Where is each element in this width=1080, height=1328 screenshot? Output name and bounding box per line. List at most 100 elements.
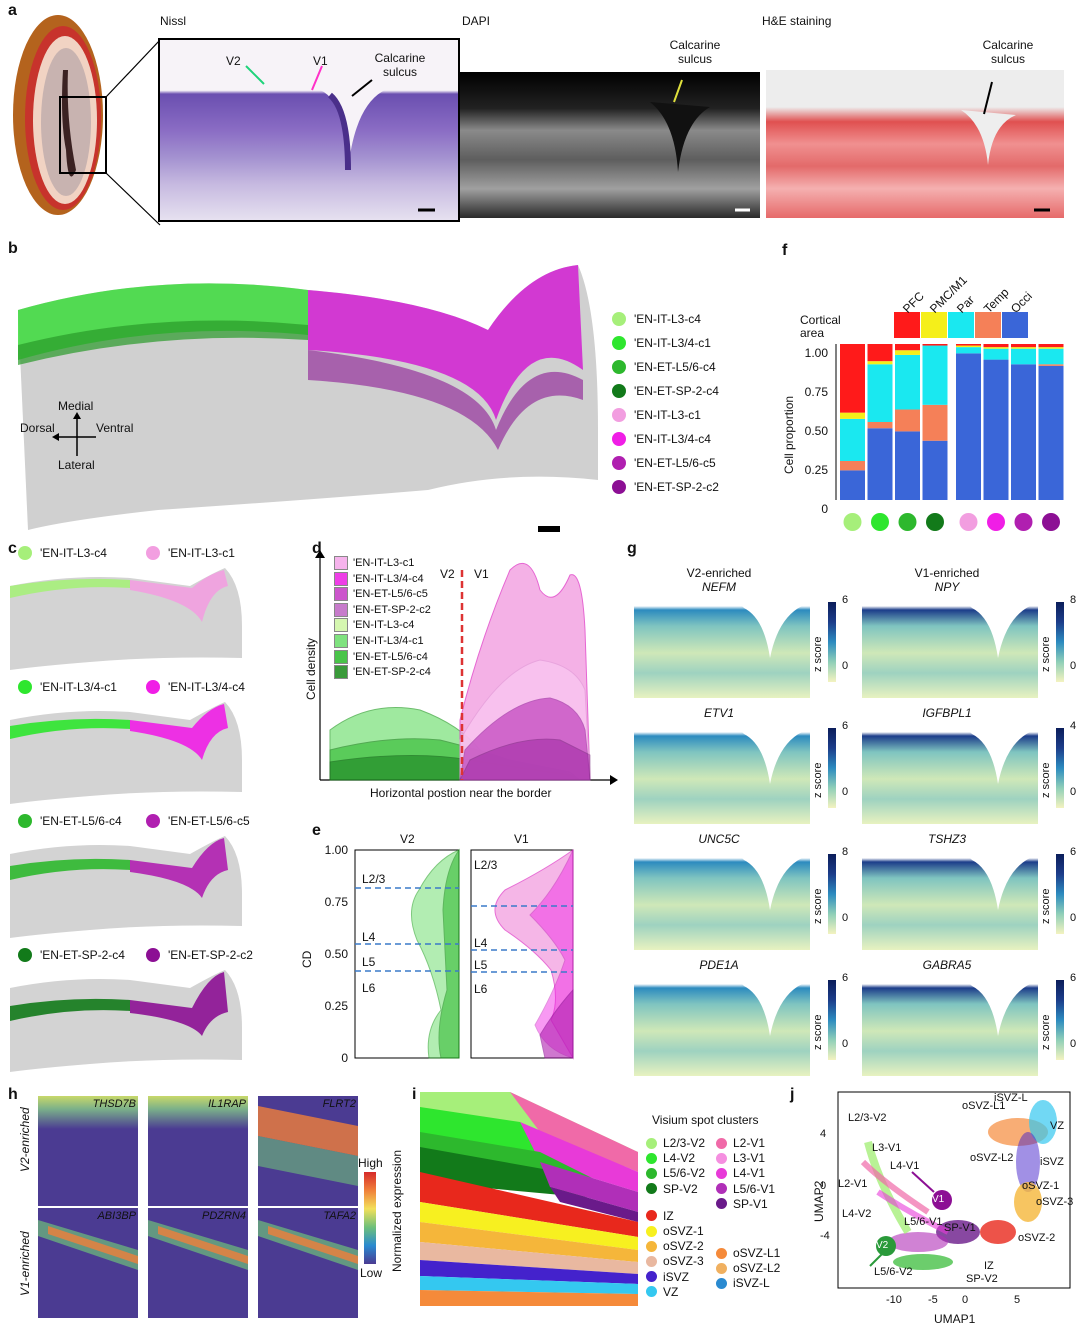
category-marker — [926, 513, 944, 531]
bar-segment — [922, 440, 948, 500]
bar-segment — [840, 344, 865, 413]
umap-cluster-label: IZ — [984, 1260, 994, 1272]
legend-d-swatch — [334, 649, 348, 664]
d-ylabel: Cell density — [304, 637, 318, 700]
f-area-swatch — [1002, 312, 1028, 338]
he-sulcus-line1: Calcarine — [982, 38, 1034, 52]
c-left-text: 'EN-ET-SP-2-c4 — [40, 948, 125, 962]
h-gene-name: PDZRN4 — [201, 1210, 246, 1222]
legend-b-item: 'EN-IT-L3/4-c1 — [612, 336, 711, 350]
bar-segment — [867, 422, 893, 429]
legend-d-swatch — [334, 602, 348, 617]
f-area-swatch — [975, 312, 1001, 338]
umap-cluster-label: L3-V1 — [872, 1142, 902, 1154]
umap-xlabel: UMAP1 — [934, 1312, 976, 1326]
umap-cluster-label: oSVZ-L1 — [962, 1100, 1006, 1112]
legend-i-left-item: L4-V2 — [646, 1151, 695, 1165]
legend-d-swatch — [334, 634, 348, 648]
h-expression-tile — [258, 1096, 358, 1206]
legend-i-swatch — [716, 1152, 727, 1164]
legend-d-item: 'EN-IT-L3/4-c4 — [334, 571, 424, 586]
legend-i-right-item: L3-V1 — [716, 1151, 765, 1165]
legend-d-label: 'EN-ET-SP-2-c2 — [353, 603, 431, 616]
legend-d-label: 'EN-IT-L3-c1 — [353, 557, 415, 569]
h-hotband — [258, 1106, 358, 1186]
f-ytick: 1.00 — [804, 346, 828, 360]
umap-cluster-label: iSVZ-L — [994, 1092, 1028, 1104]
f-ylabel: Cell proportion — [782, 395, 796, 474]
nissl-arrows — [245, 65, 373, 97]
legend-b-swatch — [612, 456, 626, 470]
legend-i-label: oSVZ-1 — [663, 1224, 704, 1238]
legend-i-label: iSVZ — [663, 1269, 690, 1284]
legend-i-swatch — [646, 1183, 657, 1195]
category-marker — [843, 513, 862, 531]
dapi-title: DAPI — [462, 14, 491, 28]
legend-i-right-item: oSVZ-L2 — [716, 1261, 780, 1275]
c-right-swatch — [146, 948, 160, 962]
umap-ytick: 0 — [820, 1180, 827, 1192]
legend-b-item: 'EN-ET-SP-2-c2 — [612, 480, 719, 494]
f-area-swatch — [921, 312, 947, 338]
legend-b-item: 'EN-IT-L3-c4 — [612, 312, 701, 326]
legend-i-label: SP-V1 — [733, 1196, 768, 1211]
c-right-swatch — [146, 814, 160, 828]
legend-d-item: 'EN-IT-L3-c4 — [334, 618, 414, 633]
f-ytick: 0.75 — [804, 385, 828, 399]
legend-i-swatch — [646, 1137, 657, 1149]
umap-ylabel: UMAP2 — [812, 1180, 826, 1222]
h-expression-tile — [148, 1208, 248, 1318]
umap-cluster-label: oSVZ-2 — [1018, 1232, 1056, 1244]
g-heatmap-tile — [634, 850, 810, 950]
d-v1-label: V1 — [474, 567, 489, 581]
c-left-text: 'EN-IT-L3-c4 — [40, 546, 107, 560]
g-cbar-min: 0 — [1070, 1038, 1077, 1050]
legend-i-right-item: iSVZ-L — [716, 1276, 770, 1290]
he-sulcus-label: Calcarine sulcus — [965, 38, 1051, 66]
bar-segment — [956, 344, 981, 346]
legend-d-item: 'EN-ET-SP-2-c4 — [334, 665, 431, 680]
g-colorbar — [1056, 728, 1064, 808]
g-tile-overlay — [734, 976, 810, 1036]
legend-i-swatch — [716, 1277, 727, 1289]
legend-i-right-item: L2-V1 — [716, 1136, 765, 1150]
e-v1-l5: L5 — [474, 958, 488, 972]
dapi-sulcus-line2: sulcus — [677, 52, 712, 66]
e-ytick: 0.75 — [324, 895, 348, 909]
e-v1-l4: L4 — [474, 936, 488, 950]
legend-b-swatch — [612, 480, 626, 494]
g-colorbar — [828, 854, 836, 934]
legend-i-right-item: L4-V1 — [716, 1166, 765, 1180]
g-zscore-label: z score — [1040, 636, 1052, 672]
c-left-label: 'EN-IT-L3/4-c1 — [18, 680, 117, 694]
legend-i-label: oSVZ-2 — [663, 1239, 704, 1254]
bar-segment — [1011, 348, 1036, 365]
visium-map — [420, 1092, 638, 1306]
e-title-v1: V1 — [514, 832, 529, 846]
g-cbar-max: 6 — [842, 594, 849, 606]
g-cbar-max: 4 — [1070, 720, 1077, 732]
legend-d-item: 'EN-IT-L3/4-c1 — [334, 634, 424, 648]
c-right-label: 'EN-ET-L5/6-c5 — [146, 814, 250, 828]
c-right-text: 'EN-ET-L5/6-c5 — [168, 814, 250, 828]
legend-i-label: oSVZ-3 — [663, 1254, 704, 1269]
g-gene-name: IGFBPL1 — [922, 706, 972, 720]
g-tile-overlay — [962, 850, 1038, 910]
bar-segment — [983, 347, 1009, 349]
legend-d-label: 'EN-ET-L5/6-c4 — [353, 650, 428, 663]
legend-i-swatch — [646, 1152, 657, 1164]
legend-i-left-item: VZ — [646, 1285, 678, 1299]
i-title: Visium spot clusters — [652, 1113, 759, 1127]
panel-label-j: j — [790, 1086, 795, 1103]
g-colorbar — [828, 602, 836, 682]
legend-b-label: 'EN-ET-L5/6-c5 — [634, 456, 716, 470]
umap-cluster-label: L2-V1 — [838, 1178, 868, 1190]
umap-cluster-label: L2/3-V2 — [848, 1112, 887, 1124]
nissl-image — [158, 38, 460, 222]
legend-i-label: VZ — [663, 1284, 679, 1299]
legend-i-left-item: L5/6-V2 — [646, 1166, 705, 1180]
umap-v2-bubble: V2 — [876, 1240, 889, 1251]
panel-label-d: d — [312, 540, 322, 557]
category-marker — [1014, 513, 1033, 531]
umap-xtick: -5 — [928, 1294, 938, 1306]
